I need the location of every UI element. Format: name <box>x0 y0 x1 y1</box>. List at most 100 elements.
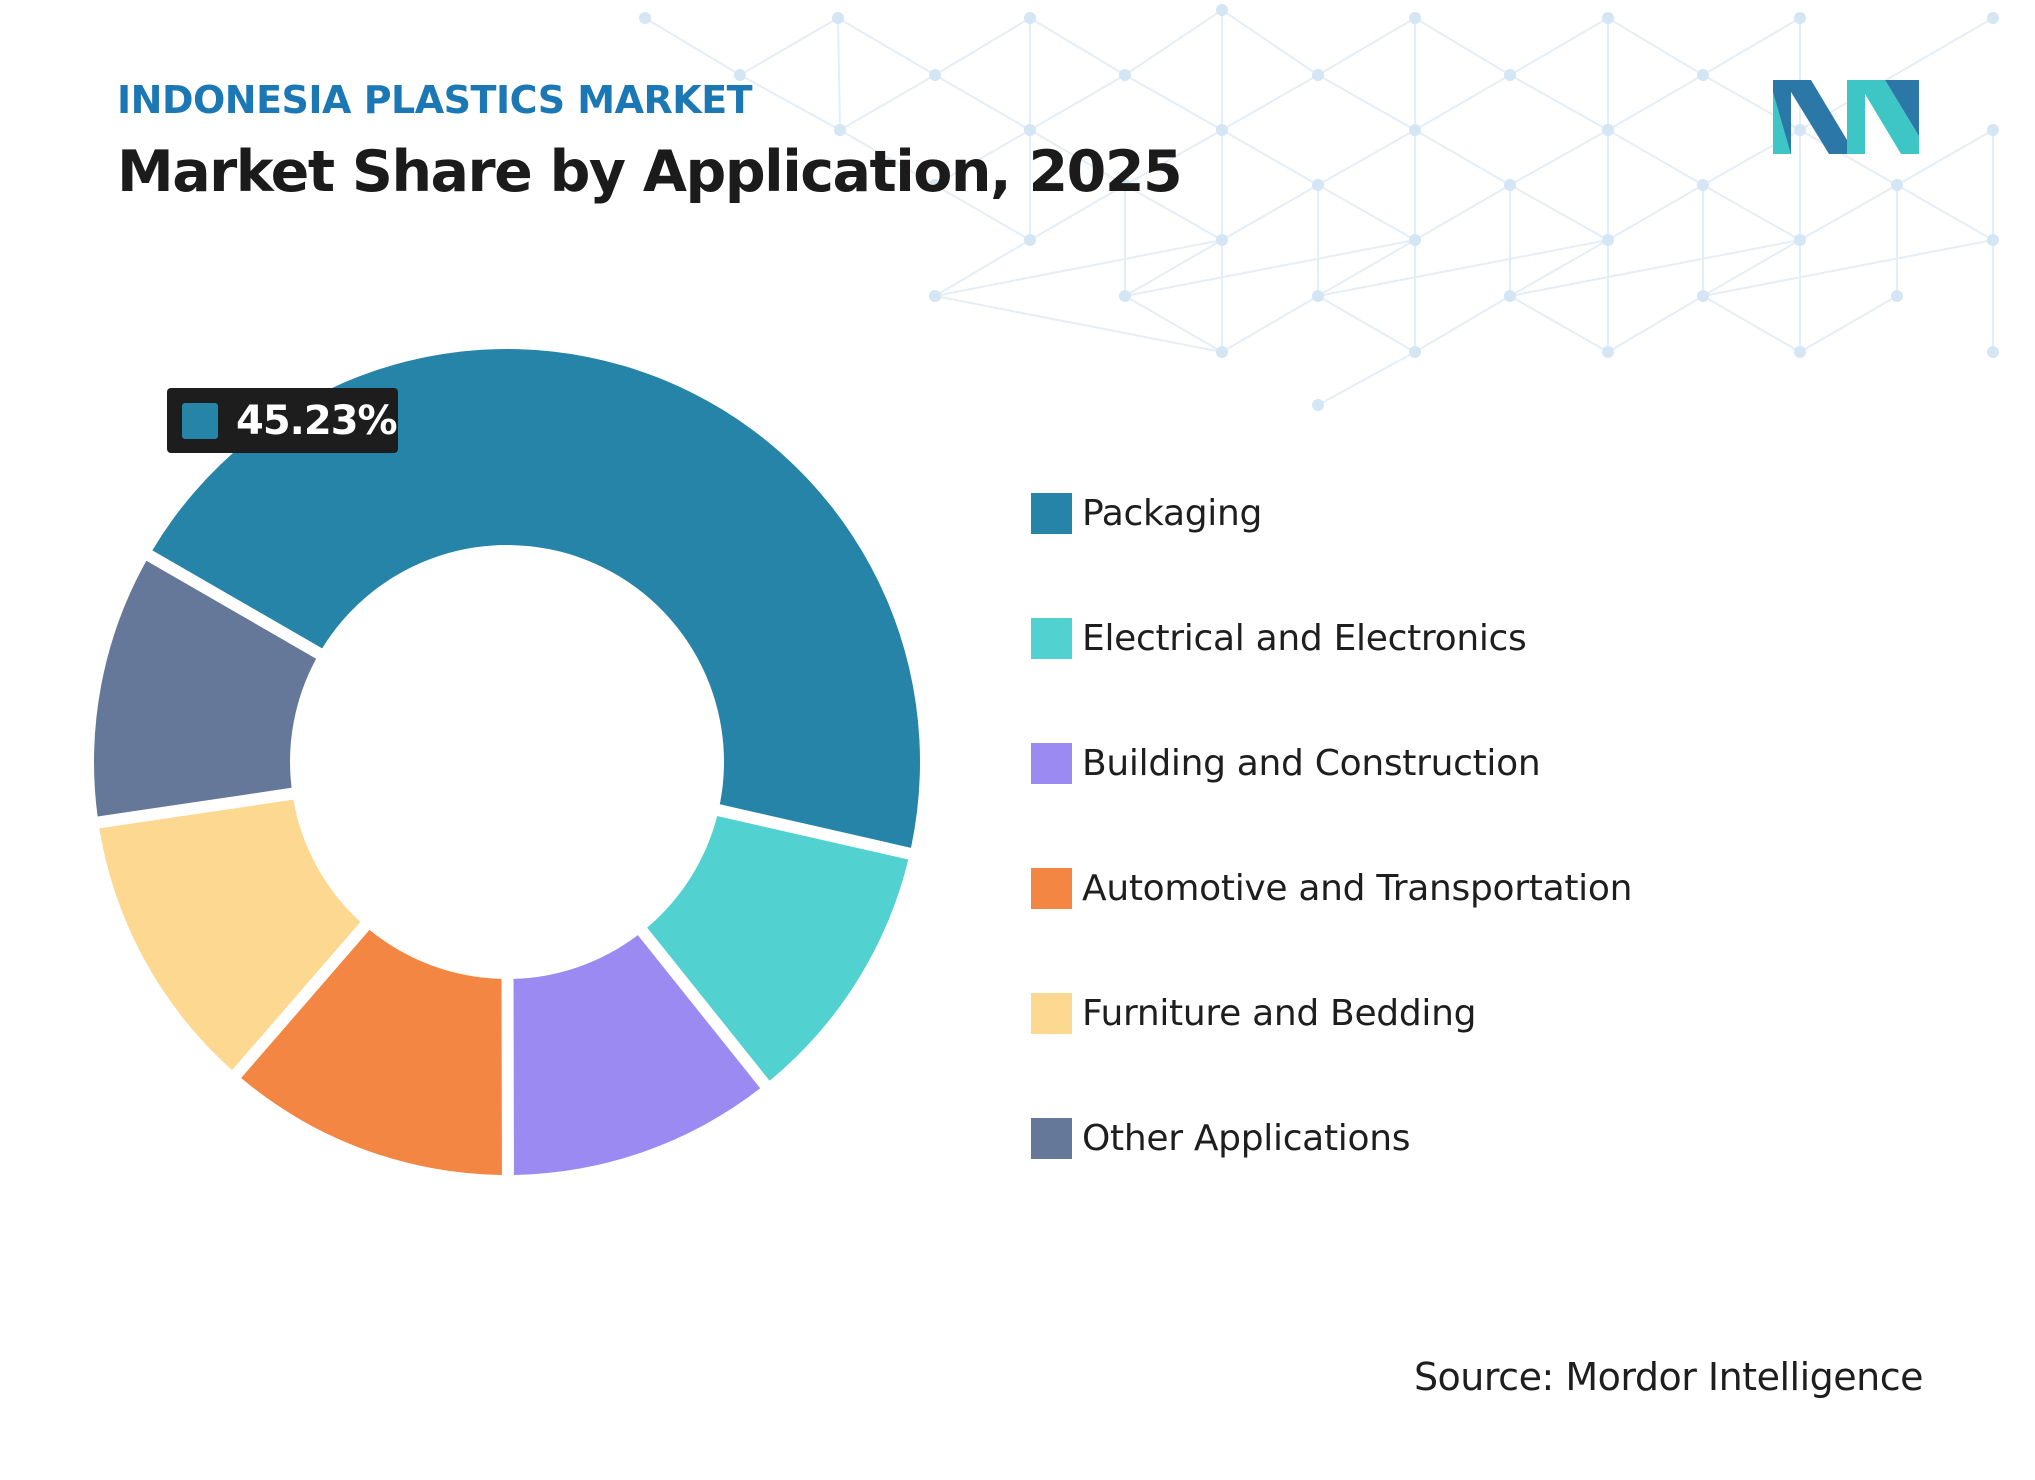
donut-slice-automotive-and-transportation[interactable] <box>241 929 502 1175</box>
pattern-line <box>934 239 1031 297</box>
legend-item-other-applications[interactable]: Other Applications <box>1031 1118 1410 1159</box>
pattern-line <box>1221 74 1319 131</box>
pattern-line <box>934 295 1223 353</box>
pattern-line <box>1124 184 1223 241</box>
legend-swatch <box>1031 868 1072 909</box>
pattern-line <box>1414 129 1511 186</box>
pattern-dot <box>1891 179 1903 191</box>
pattern-dot <box>1216 4 1228 16</box>
pattern-dot <box>1119 179 1131 191</box>
pattern-dot <box>1409 234 1421 246</box>
pattern-line <box>1317 295 1416 353</box>
legend-item-building-and-construction[interactable]: Building and Construction <box>1031 743 1541 784</box>
pattern-line <box>1702 239 1994 297</box>
donut-slice-furniture-and-bedding[interactable] <box>99 799 361 1071</box>
pattern-dot <box>929 179 941 191</box>
pattern-line <box>1221 184 1319 241</box>
pattern-line <box>934 239 1223 297</box>
pattern-line <box>1029 184 1126 241</box>
pattern-dot <box>1697 290 1709 302</box>
pattern-line <box>934 129 1031 186</box>
pattern-dot <box>1504 179 1516 191</box>
pattern-dot <box>1216 234 1228 246</box>
legend-label: Packaging <box>1082 493 1263 534</box>
pattern-line <box>1509 129 1609 186</box>
pattern-dot <box>1119 69 1131 81</box>
pattern-dot <box>1216 124 1228 136</box>
legend-label: Furniture and Bedding <box>1082 993 1477 1034</box>
pattern-line <box>1221 129 1319 186</box>
pattern-line <box>1029 17 1126 76</box>
pattern-dot <box>1987 124 1999 136</box>
legend-item-packaging[interactable]: Packaging <box>1031 493 1262 534</box>
pattern-dot <box>1602 346 1614 358</box>
pattern-dot <box>1312 69 1324 81</box>
legend-item-furniture-and-bedding[interactable]: Furniture and Bedding <box>1031 993 1476 1034</box>
pattern-dot <box>1024 124 1036 136</box>
pattern-line <box>1414 17 1511 76</box>
pattern-dot <box>1987 346 1999 358</box>
pattern-line <box>934 184 1031 241</box>
legend-label: Electrical and Electronics <box>1082 618 1527 659</box>
legend-label: Building and Construction <box>1082 743 1541 784</box>
legend-label: Automotive and Transportation <box>1082 868 1633 909</box>
donut-slice-electrical-and-electronics[interactable] <box>647 816 909 1081</box>
pattern-dot <box>1794 124 1806 136</box>
pattern-line <box>1702 239 1801 297</box>
pattern-dot <box>1794 234 1806 246</box>
pattern-line <box>1607 129 1704 186</box>
pattern-dot <box>1891 290 1903 302</box>
pattern-line <box>1702 295 1801 353</box>
legend-label: Other Applications <box>1082 1118 1411 1159</box>
callout-value: 45.23% <box>236 397 398 444</box>
pattern-line <box>1029 74 1126 131</box>
pattern-line <box>1509 17 1609 76</box>
pattern-line <box>1317 184 1416 241</box>
pattern-line <box>1702 17 1801 76</box>
legend-swatch <box>1031 618 1072 659</box>
legend-swatch <box>1031 1118 1072 1159</box>
legend-item-automotive-and-transportation[interactable]: Automotive and Transportation <box>1031 868 1632 909</box>
pattern-line <box>1317 351 1416 406</box>
pattern-line <box>1029 129 1126 186</box>
pattern-dot <box>1504 290 1516 302</box>
packaging-share-callout: 45.23% <box>167 388 398 453</box>
pattern-line <box>1607 17 1704 76</box>
pattern-line <box>1317 129 1416 186</box>
pattern-dot <box>1602 234 1614 246</box>
pattern-line <box>934 17 1031 76</box>
logo-left-bar <box>1773 80 1847 154</box>
pattern-line <box>1221 295 1319 353</box>
donut-slice-packaging[interactable] <box>152 348 920 848</box>
pattern-line <box>1509 295 1609 353</box>
pattern-line <box>1124 295 1223 353</box>
pattern-line <box>1509 74 1609 131</box>
donut-slice-building-and-construction[interactable] <box>513 935 761 1175</box>
logo-mid-bar <box>1773 92 1791 154</box>
pattern-line <box>1607 74 1704 131</box>
pattern-line <box>1607 295 1704 353</box>
pattern-line <box>1414 74 1511 131</box>
pattern-line <box>1124 9 1223 76</box>
pattern-line <box>739 17 839 76</box>
pattern-dot <box>1312 399 1324 411</box>
pattern-dot <box>1024 12 1036 24</box>
legend-item-electrical-and-electronics[interactable]: Electrical and Electronics <box>1031 618 1527 659</box>
pattern-dot <box>1697 179 1709 191</box>
source-note: Source: Mordor Intelligence <box>1413 1355 1924 1399</box>
pattern-line <box>1124 74 1223 131</box>
pattern-dot <box>1312 290 1324 302</box>
pattern-dot <box>1794 346 1806 358</box>
pattern-line <box>1799 17 1994 131</box>
donut-slice-other-applications[interactable] <box>94 560 317 817</box>
pattern-dot <box>1409 12 1421 24</box>
pattern-dot <box>1024 234 1036 246</box>
callout-swatch <box>182 402 218 439</box>
legend-swatch <box>1031 493 1072 534</box>
pattern-line <box>839 129 936 186</box>
legend-swatch <box>1031 743 1072 784</box>
pattern-line <box>1509 239 1801 297</box>
pattern-line <box>1124 239 1223 297</box>
pattern-line <box>1702 184 1801 241</box>
pattern-line <box>1896 184 1994 241</box>
